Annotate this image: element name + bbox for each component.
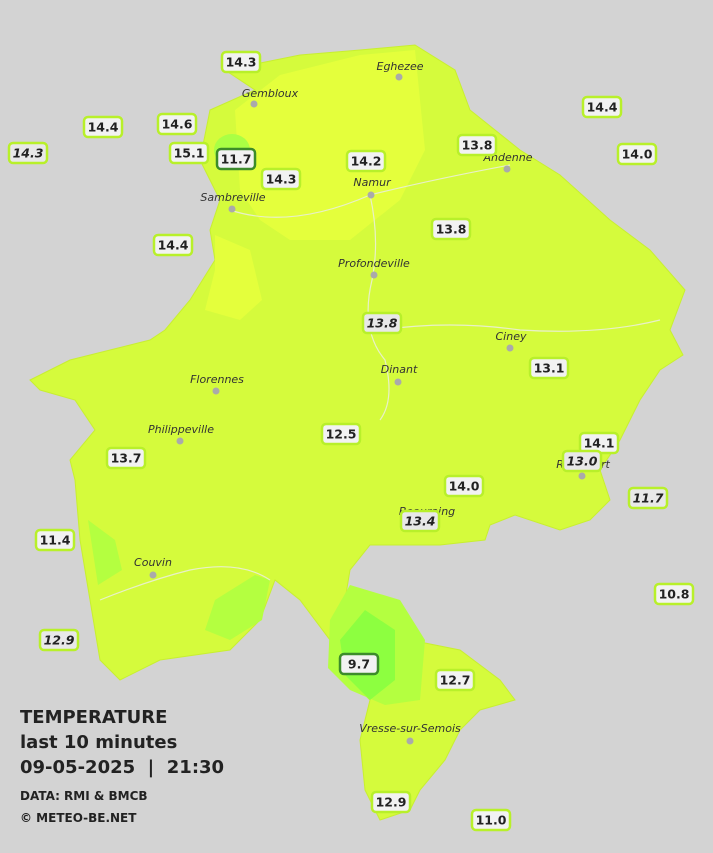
legend-subtitle: last 10 minutes	[20, 732, 177, 753]
station-value: 12.7	[440, 673, 471, 688]
town-dot	[406, 737, 414, 745]
station-value: 14.3	[226, 55, 257, 70]
station-box	[168, 141, 210, 165]
station-box	[528, 356, 570, 380]
town-label: Philippeville	[148, 423, 214, 436]
town-dot	[506, 344, 514, 352]
station-box	[361, 311, 403, 335]
station-value: 14.6	[162, 117, 193, 132]
town-label: Florennes	[190, 373, 244, 386]
town-label: Eghezee	[377, 60, 424, 73]
town-dot	[503, 165, 511, 173]
station-box	[105, 446, 147, 470]
town-label: Ciney	[496, 330, 527, 343]
station-box	[470, 808, 512, 832]
station-box	[627, 486, 669, 510]
station-box	[215, 147, 257, 171]
station-value: 14.2	[351, 154, 382, 169]
station-value: 13.0	[567, 454, 598, 469]
station-value: 11.7	[633, 491, 664, 506]
station-value: 9.7	[348, 657, 370, 672]
station-box	[456, 133, 498, 157]
town-label: Vresse-sur-Semois	[359, 722, 461, 735]
town-label: Gembloux	[242, 87, 299, 100]
station-value: 14.3	[13, 146, 44, 161]
station-box	[152, 233, 194, 257]
station-value: 13.8	[367, 316, 398, 331]
town-label: Couvin	[134, 556, 172, 569]
station-box	[260, 167, 302, 191]
station-value: 14.4	[158, 238, 189, 253]
legend-title: TEMPERATURE	[20, 707, 167, 728]
station-value: 11.0	[476, 813, 507, 828]
station-value: 11.4	[40, 533, 71, 548]
station-box	[443, 474, 485, 498]
town-dot	[149, 571, 157, 579]
station-value: 14.3	[266, 172, 297, 187]
station-box	[38, 628, 80, 652]
station-value: 14.1	[584, 436, 615, 451]
station-value: 13.7	[111, 451, 142, 466]
town-dot	[176, 437, 184, 445]
station-box	[561, 449, 603, 473]
warm-zone	[205, 50, 425, 320]
station-value: 12.9	[376, 795, 407, 810]
station-value: 12.9	[44, 633, 75, 648]
station-value: 12.5	[326, 427, 357, 442]
station-value: 13.8	[436, 222, 467, 237]
station-box	[82, 115, 124, 139]
town-dot	[228, 205, 236, 213]
town-dot	[212, 387, 220, 395]
town-label: Namur	[353, 176, 392, 189]
station-box	[616, 142, 658, 166]
station-box	[338, 652, 380, 676]
station-box	[34, 528, 76, 552]
town-dot	[578, 472, 586, 480]
legend-source: DATA: RMI & BMCB	[20, 789, 148, 803]
station-value: 14.4	[587, 100, 618, 115]
station-value: 13.1	[534, 361, 565, 376]
station-box	[370, 790, 412, 814]
station-value: 14.4	[88, 120, 119, 135]
station-value: 13.8	[462, 138, 493, 153]
station-value: 14.0	[449, 479, 480, 494]
station-box	[345, 149, 387, 173]
station-box	[399, 509, 441, 533]
town-dot	[395, 73, 403, 81]
town-dot	[370, 271, 378, 279]
station-box	[653, 582, 695, 606]
station-value: 13.4	[405, 514, 436, 529]
station-box	[7, 141, 49, 165]
station-box	[581, 95, 623, 119]
town-label: Sambreville	[200, 191, 265, 204]
station-value: 10.8	[659, 587, 690, 602]
station-box	[434, 668, 476, 692]
town-dot	[250, 100, 258, 108]
town-label: Profondeville	[338, 257, 410, 270]
station-value: 11.7	[221, 152, 252, 167]
station-box	[320, 422, 362, 446]
town-label: Dinant	[381, 363, 418, 376]
town-dot	[367, 191, 375, 199]
station-value: 15.1	[174, 146, 205, 161]
legend-datetime: 09-05-2025 | 21:30	[20, 757, 224, 778]
legend-credit: © METEO-BE.NET	[20, 811, 137, 825]
station-value: 14.0	[622, 147, 653, 162]
town-dot	[394, 378, 402, 386]
station-box	[220, 50, 262, 74]
station-box	[156, 112, 198, 136]
station-box	[430, 217, 472, 241]
